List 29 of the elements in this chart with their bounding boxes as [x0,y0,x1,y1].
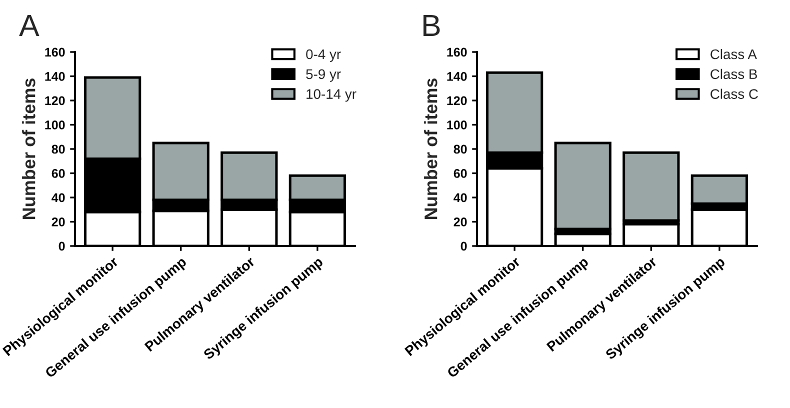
y-tick-label: 40 [52,193,65,202]
y-tick-label: 100 [447,120,467,130]
y-tick-label: 100 [45,120,65,130]
chart-title: B [424,14,440,36]
legend-label: 0-4 yr [306,49,341,62]
y-tick-label: 0 [460,242,467,251]
y-tick-label: 20 [454,218,467,226]
bar [622,151,680,222]
y-tick-label: 80 [52,144,65,154]
y-tick-label: 60 [52,169,65,178]
y-axis-title: Number of items [22,78,36,220]
y-tick-label: 160 [447,48,467,57]
chart-title: A [19,14,40,36]
legend-label: 10-14 yr [306,89,356,102]
y-tick-label: 140 [447,72,467,81]
y-tick-label: 20 [52,218,65,226]
y-tick-label: 120 [45,96,65,106]
y-tick-label: 0 [58,242,65,251]
y-tick-label: 160 [45,48,65,57]
y-tick-label: 60 [454,169,467,178]
y-tick-label: 40 [454,193,467,202]
y-tick-label: 140 [45,72,65,81]
legend-label: 5-9 yr [306,69,341,82]
legend-label: Class A [710,48,757,60]
legend-label: Class C [710,88,758,99]
legend-label: Class B [710,68,757,80]
y-tick-label: 120 [447,96,467,106]
y-axis-title: Number of items [424,78,438,220]
y-tick-label: 80 [454,144,467,154]
